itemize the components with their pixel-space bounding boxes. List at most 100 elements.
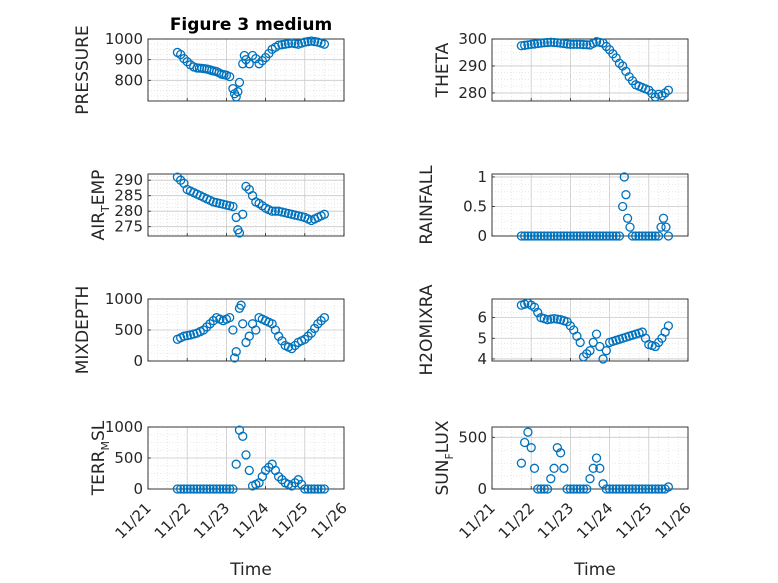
x-tick-label: 11/22	[151, 499, 194, 542]
y-tick-label: 300	[458, 30, 487, 48]
data-marker	[202, 484, 212, 494]
data-marker	[234, 77, 245, 88]
data-marker	[319, 484, 330, 494]
data-marker	[588, 337, 598, 348]
data-marker	[172, 484, 183, 494]
data-marker	[290, 340, 300, 351]
data-marker	[205, 484, 215, 494]
data-marker	[582, 484, 592, 494]
data-marker	[625, 222, 635, 232]
data-marker	[565, 39, 576, 50]
data-marker	[572, 231, 582, 241]
data-marker	[591, 329, 602, 339]
data-marker	[523, 427, 533, 437]
data-marker	[614, 484, 625, 494]
data-marker	[611, 231, 621, 241]
data-marker	[238, 319, 248, 329]
data-marker	[536, 484, 546, 494]
data-marker	[663, 482, 674, 492]
data-marker	[552, 231, 562, 241]
right-x-axis-label: Time	[573, 560, 616, 580]
y-tick-label: 800	[114, 71, 143, 89]
data-marker	[549, 313, 559, 324]
data-marker	[244, 59, 254, 69]
data-marker	[179, 484, 189, 494]
data-marker	[238, 431, 248, 441]
data-marker	[218, 484, 228, 494]
data-marker	[533, 484, 543, 494]
data-marker	[208, 316, 218, 326]
data-marker	[182, 330, 192, 341]
y-tick-label: 280	[114, 202, 143, 220]
x-tick-label: 11/21	[112, 499, 155, 542]
y-axis-label: THETA	[433, 42, 453, 98]
data-marker	[650, 484, 660, 494]
data-marker	[533, 38, 543, 49]
data-marker	[656, 222, 666, 232]
data-marker	[516, 231, 527, 241]
y-tick-label: 1000	[105, 290, 143, 308]
data-marker	[211, 484, 222, 494]
y-tick-label: 500	[114, 449, 143, 467]
y-axis-label: H2OMIXRA	[417, 284, 437, 375]
y-axis-label: SUNFLUX	[433, 420, 456, 495]
y-axis-label: RAINFALL	[417, 165, 437, 245]
data-marker	[523, 40, 533, 50]
data-marker	[189, 484, 199, 494]
data-marker	[536, 231, 546, 241]
x-tick-label: 11/25	[612, 499, 655, 542]
data-marker	[300, 37, 310, 47]
data-marker	[236, 300, 246, 310]
data-marker	[601, 231, 611, 241]
data-marker	[313, 484, 323, 494]
y-tick-label: 1000	[105, 30, 143, 48]
data-marker	[575, 484, 585, 494]
data-marker	[221, 484, 232, 494]
data-marker	[549, 231, 559, 241]
data-marker	[241, 450, 251, 460]
data-marker	[582, 231, 592, 241]
data-marker	[270, 206, 281, 216]
y-tick-label: 0.5	[463, 197, 487, 215]
data-marker	[309, 323, 320, 334]
data-marker	[526, 39, 536, 50]
data-marker	[198, 325, 209, 335]
y-tick-label: 0	[133, 480, 143, 498]
data-marker	[233, 87, 243, 97]
data-marker	[290, 39, 300, 49]
data-marker	[306, 484, 316, 494]
data-marker	[526, 231, 536, 241]
data-marker	[644, 484, 654, 494]
data-marker	[598, 231, 608, 241]
data-marker	[182, 57, 192, 67]
data-marker	[523, 231, 533, 241]
data-marker	[296, 479, 307, 490]
x-tick-label: 11/24	[229, 499, 272, 542]
data-marker	[539, 38, 549, 48]
y-axis-label: TERRMSL	[89, 420, 112, 496]
data-marker	[661, 222, 671, 232]
data-marker	[562, 231, 572, 241]
data-marker	[634, 484, 644, 494]
subplot-4: 0 0.5 1 RAINFALL	[417, 165, 689, 245]
x-tick-label: 11/22	[495, 499, 538, 542]
data-marker	[231, 92, 241, 102]
data-marker	[316, 484, 326, 494]
data-marker	[627, 484, 638, 494]
data-marker	[539, 484, 549, 494]
data-marker	[622, 213, 633, 223]
data-marker	[215, 484, 225, 494]
data-marker	[647, 484, 657, 494]
data-marker	[303, 36, 313, 47]
axes-box	[491, 298, 689, 362]
data-marker	[578, 39, 589, 50]
data-marker	[582, 40, 592, 50]
data-marker	[562, 39, 572, 49]
data-marker	[283, 39, 294, 49]
data-marker	[598, 354, 608, 364]
data-marker	[247, 50, 258, 61]
data-marker	[555, 231, 566, 241]
data-marker	[546, 314, 556, 324]
data-marker	[552, 314, 562, 324]
data-marker	[172, 172, 183, 182]
